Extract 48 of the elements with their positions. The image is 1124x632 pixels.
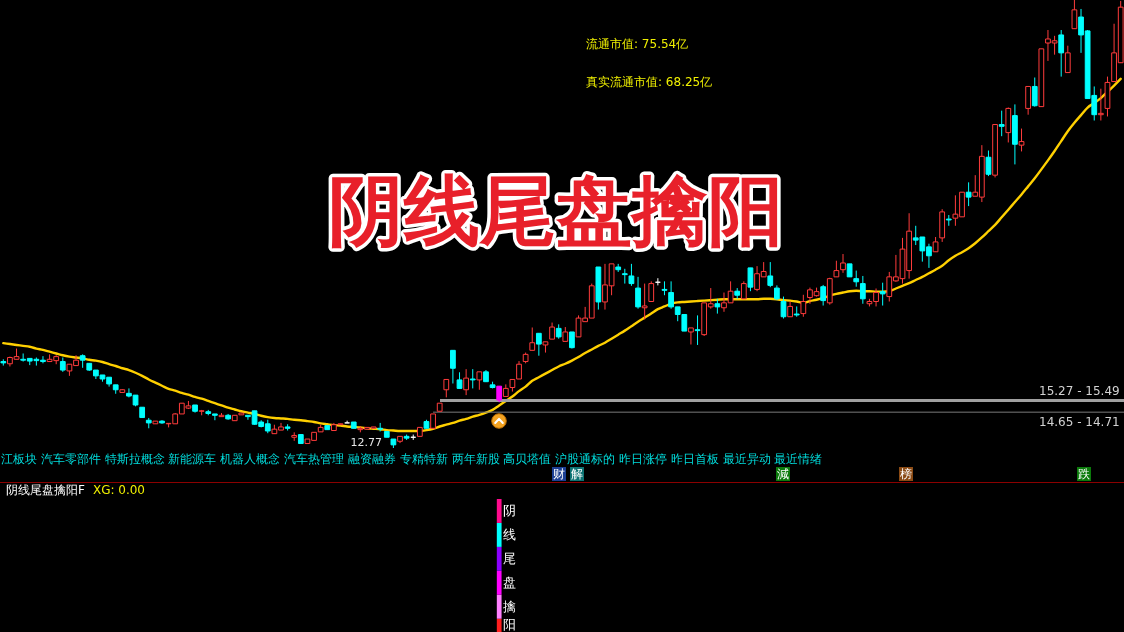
candlestick: [1097, 88, 1104, 122]
series-label: 盘: [503, 574, 517, 590]
text: XG: 0.00: [92, 483, 146, 497]
candlestick: [1025, 85, 1032, 116]
series-label: 线: [503, 526, 517, 542]
candlestick: [450, 349, 456, 384]
text: 江板块 汽车零部件 特斯拉概念 新能源车 机器人概念 汽车热管理 融资融券 专精特新 两年新股 高贝塔值 沪股通标的 昨日涨停 昨日首板 最近异动 最近情绪: [1, 452, 823, 466]
text: 跌: [1077, 467, 1091, 481]
chart-title: 阴线尾盘擒阳F: [6, 483, 85, 497]
candlestick: [859, 275, 866, 305]
text: 減: [776, 467, 790, 481]
candlestick: [688, 327, 694, 346]
text: 阴线尾盘擒阳: [328, 166, 784, 255]
candlestick: [648, 280, 655, 303]
candlestick: [635, 276, 641, 310]
annotation: 流通市值: 75.54亿: [586, 37, 689, 51]
annotation: 14.65 - 14.71: [1039, 415, 1120, 430]
candlestick: [1018, 128, 1025, 152]
candlestick: [463, 368, 470, 396]
annotation: 真实流通市值: 68.25亿: [586, 75, 713, 89]
candlestick: [985, 150, 992, 177]
series-label: 阴: [503, 502, 517, 518]
candlestick: [840, 253, 846, 274]
series-label: 阳: [503, 617, 517, 632]
candlestick: [780, 296, 787, 320]
text: 解: [570, 467, 584, 481]
candlestick: [469, 368, 476, 389]
candlestick: [535, 332, 542, 357]
candlestick: [1064, 45, 1071, 74]
candlestick: [767, 261, 774, 288]
candlestick: [529, 326, 536, 351]
annotation: 15.27 - 15.49: [1039, 383, 1120, 398]
annotation: 12.77: [350, 435, 382, 449]
candlestick: [1058, 29, 1065, 78]
candlestick: [998, 110, 1005, 137]
candlestick: [694, 314, 701, 346]
candlestick: [641, 283, 648, 320]
candlestick: [965, 181, 972, 207]
candlestick: [820, 284, 827, 307]
text: 榜: [899, 467, 913, 481]
candlestick: [747, 267, 754, 292]
series-label: 擒: [503, 598, 517, 614]
text: 财: [552, 467, 566, 481]
candlestick: [628, 263, 635, 287]
candlestick: [879, 282, 886, 307]
series-label: 尾: [503, 550, 517, 566]
candlestick: [1031, 77, 1038, 108]
candlestick: [800, 294, 807, 318]
